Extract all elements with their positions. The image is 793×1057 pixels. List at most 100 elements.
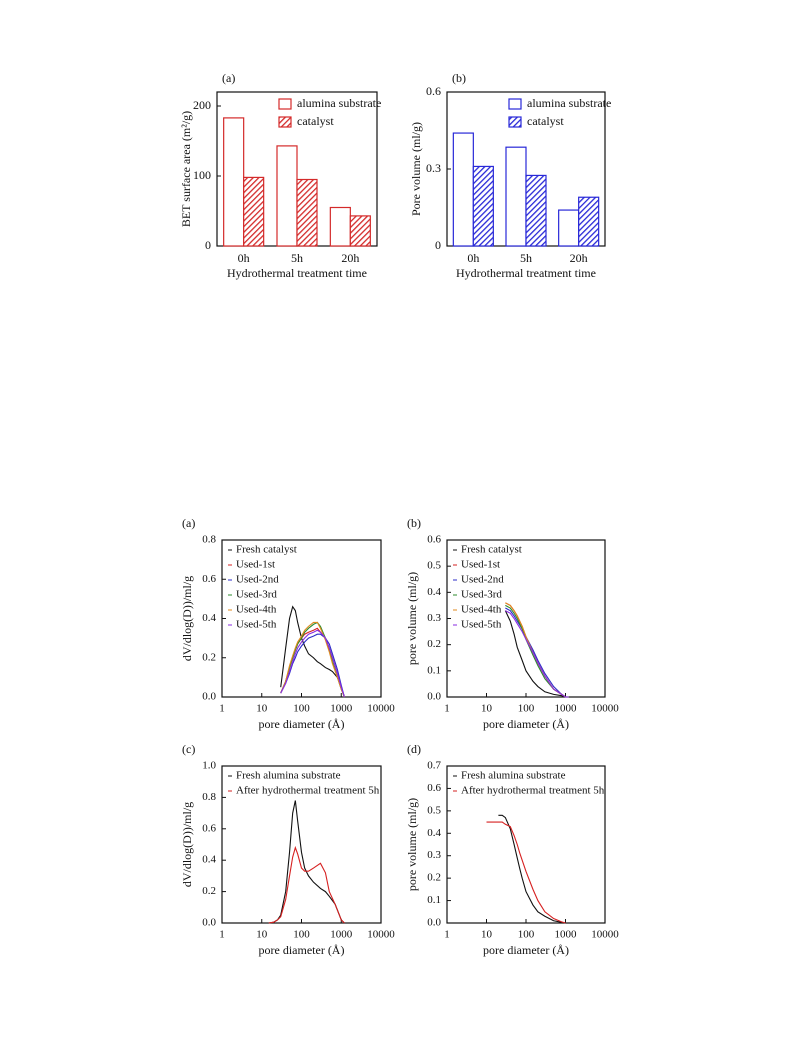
legend-label: Used-2nd (461, 574, 504, 586)
legend-label: Used-5th (236, 619, 277, 631)
data-line (268, 845, 345, 924)
x-tick-label: 1000 (330, 703, 353, 715)
data-line (280, 633, 345, 698)
legend-label: Used-4th (236, 604, 277, 616)
data-line (280, 621, 345, 698)
y-tick-label: 100 (193, 168, 211, 182)
y-tick-label: 0.4 (202, 854, 216, 866)
x-tick-label: 1 (219, 929, 225, 941)
y-tick-label: 0.6 (202, 822, 216, 834)
y-tick-label: 0.0 (427, 917, 441, 929)
panel-label: (a) (222, 71, 235, 85)
y-tick-label: 0.2 (202, 651, 216, 663)
bar (578, 196, 600, 247)
legend-label: catalyst (527, 114, 564, 128)
legend-label: catalyst (297, 114, 334, 128)
x-tick-label: 100 (518, 929, 535, 941)
data-line (280, 621, 345, 698)
bar (558, 209, 580, 247)
x-tick-label: 0h (467, 251, 479, 265)
legend-swatch (278, 98, 292, 110)
data-line (505, 607, 569, 698)
x-tick-label: 10 (481, 703, 493, 715)
x-tick-label: 5h (291, 251, 303, 265)
y-tick-label: 0.4 (427, 827, 441, 839)
legend-label: After hydrothermal treatment 5h (461, 785, 605, 797)
legend-label: Used-3rd (461, 589, 502, 601)
panel-label: (b) (452, 71, 466, 85)
y-axis-label: pore volume (ml/g) (405, 798, 419, 891)
bar (472, 165, 494, 247)
legend-label: Fresh alumina substrate (461, 770, 566, 782)
x-tick-label: 10000 (591, 929, 619, 941)
y-tick-label: 0.8 (202, 534, 216, 546)
legend-label: Fresh catalyst (461, 544, 522, 556)
data-line (486, 821, 566, 924)
x-tick-label: 10000 (367, 929, 395, 941)
legend-label: After hydrothermal treatment 5h (236, 785, 380, 797)
y-tick-label: 0.0 (427, 691, 441, 703)
y-tick-label: 0.2 (427, 872, 441, 884)
y-tick-label: 0.3 (427, 849, 441, 861)
y-tick-label: 0 (435, 238, 441, 252)
y-tick-label: 0.6 (202, 573, 216, 585)
bar (223, 117, 245, 247)
y-tick-label: 0.0 (202, 691, 216, 703)
x-axis-label: Hydrothermal treatment time (456, 266, 596, 280)
x-tick-label: 100 (293, 929, 310, 941)
y-axis-label: Pore volume (ml/g) (409, 122, 423, 216)
legend-swatch (508, 116, 522, 128)
legend-label: alumina substrate (297, 96, 381, 110)
x-tick-label: 100 (518, 703, 535, 715)
bar (452, 132, 474, 247)
legend-label: Used-1st (461, 559, 500, 571)
bar (329, 206, 351, 247)
y-tick-label: 200 (193, 98, 211, 112)
y-axis-label: BET surface area (m²/g) (179, 111, 193, 227)
y-tick-label: 0 (205, 238, 211, 252)
data-line (498, 814, 566, 924)
y-tick-label: 0.0 (202, 917, 216, 929)
bar (525, 174, 547, 247)
panel-label: (d) (407, 742, 421, 756)
legend-label: Used-3rd (236, 589, 277, 601)
panel-label: (b) (407, 516, 421, 530)
y-axis-label: dV/dlog(D))/ml/g (180, 576, 194, 661)
y-tick-label: 0.4 (427, 586, 441, 598)
x-tick-label: 10000 (367, 703, 395, 715)
x-tick-label: 1 (444, 929, 450, 941)
y-axis-label: dV/dlog(D))/ml/g (180, 802, 194, 887)
y-tick-label: 1.0 (202, 760, 216, 772)
legend-label: Fresh catalyst (236, 544, 297, 556)
bar (505, 146, 527, 247)
x-axis-label: Hydrothermal treatment time (227, 266, 367, 280)
data-line (280, 605, 345, 698)
x-axis-label: pore diameter (Å) (259, 943, 345, 957)
y-tick-label: 0.2 (427, 638, 441, 650)
legend-label: Used-1st (236, 559, 275, 571)
legend-label: Used-2nd (236, 574, 279, 586)
legend-swatch (508, 98, 522, 110)
legend-label: alumina substrate (527, 96, 611, 110)
panel-label: (a) (182, 516, 195, 530)
data-line (268, 800, 345, 924)
y-tick-label: 0.1 (427, 894, 441, 906)
y-tick-label: 0.3 (426, 161, 441, 175)
panel-label: (c) (182, 742, 195, 756)
x-tick-label: 10 (256, 929, 268, 941)
y-tick-label: 0.1 (427, 664, 441, 676)
x-tick-label: 10000 (591, 703, 619, 715)
y-tick-label: 0.8 (202, 791, 216, 803)
legend-label: Used-5th (461, 619, 502, 631)
legend-swatch (278, 116, 292, 128)
y-tick-label: 0.7 (427, 760, 441, 772)
bar (296, 178, 318, 247)
x-tick-label: 20h (341, 251, 359, 265)
x-tick-label: 1 (444, 703, 450, 715)
y-axis-label: pore volume (ml/g) (405, 572, 419, 665)
y-tick-label: 0.6 (427, 534, 441, 546)
x-tick-label: 10 (256, 703, 268, 715)
bar (276, 145, 298, 247)
bar (243, 176, 265, 247)
x-tick-label: 5h (520, 251, 532, 265)
